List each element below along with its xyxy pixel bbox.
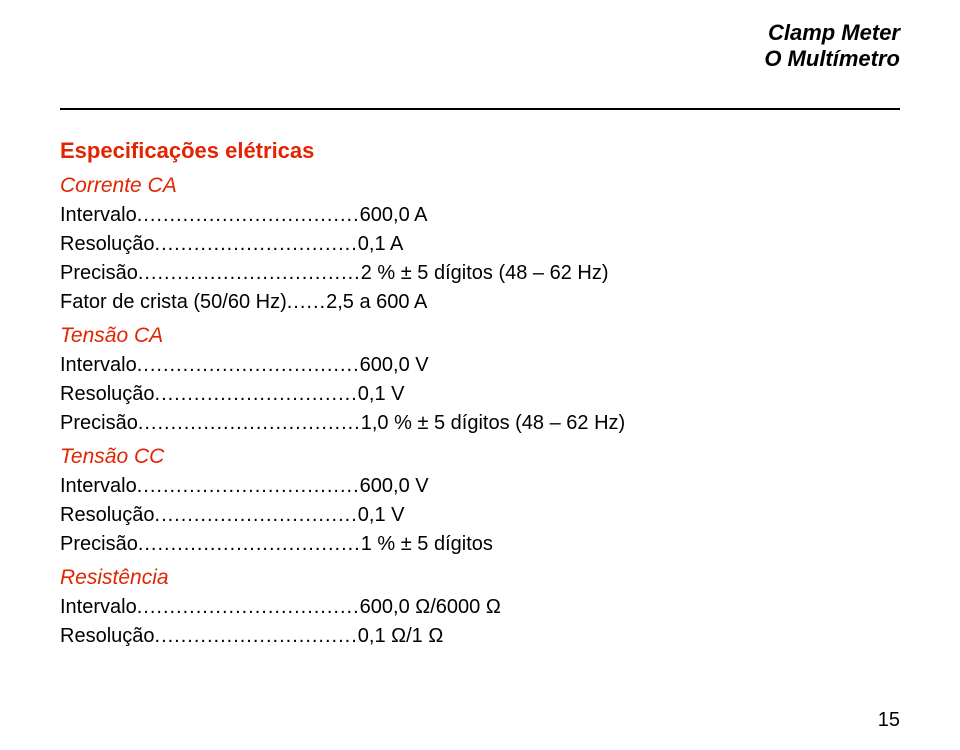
spec-row: Intervalo ..............................… bbox=[60, 596, 900, 619]
spec-dots: .................................. bbox=[137, 596, 360, 619]
spec-value: 600,0 Ω/6000 Ω bbox=[360, 596, 501, 619]
spec-row: Intervalo ..............................… bbox=[60, 475, 900, 498]
spec-row: Precisão ...............................… bbox=[60, 262, 900, 285]
spec-label: Resolução bbox=[60, 233, 155, 256]
spec-value: 0,1 V bbox=[358, 383, 405, 406]
spec-label: Intervalo bbox=[60, 204, 137, 227]
spec-value: 2 % ± 5 dígitos (48 – 62 Hz) bbox=[361, 262, 609, 285]
spec-row: Precisão ...............................… bbox=[60, 533, 900, 556]
group-heading: Tensão CA bbox=[60, 324, 900, 348]
spec-row: Intervalo ..............................… bbox=[60, 354, 900, 377]
spec-value: 0,1 V bbox=[358, 504, 405, 527]
group-heading: Corrente CA bbox=[60, 174, 900, 198]
spec-value: 2,5 a 600 A bbox=[326, 291, 427, 314]
group-heading: Tensão CC bbox=[60, 445, 900, 469]
spec-dots: ...... bbox=[287, 291, 326, 314]
spec-label: Precisão bbox=[60, 412, 138, 435]
spec-dots: ............................... bbox=[155, 504, 358, 527]
spec-row: Precisão ...............................… bbox=[60, 412, 900, 435]
spec-row: Fator de crista (50/60 Hz) ...... 2,5 a … bbox=[60, 291, 900, 314]
header-rule bbox=[60, 108, 900, 110]
spec-label: Intervalo bbox=[60, 596, 137, 619]
spec-label: Intervalo bbox=[60, 475, 137, 498]
spec-value: 0,1 A bbox=[358, 233, 404, 256]
spec-label: Precisão bbox=[60, 262, 138, 285]
spec-label: Resolução bbox=[60, 504, 155, 527]
spec-label: Intervalo bbox=[60, 354, 137, 377]
spec-row: Intervalo ..............................… bbox=[60, 204, 900, 227]
spec-dots: .................................. bbox=[137, 475, 360, 498]
spec-value: 1,0 % ± 5 dígitos (48 – 62 Hz) bbox=[361, 412, 625, 435]
spec-dots: ............................... bbox=[155, 383, 358, 406]
header-line-1: Clamp Meter bbox=[764, 20, 900, 46]
spec-value: 600,0 V bbox=[360, 475, 429, 498]
spec-label: Resolução bbox=[60, 625, 155, 648]
spec-dots: .................................. bbox=[137, 354, 360, 377]
section-title: Especificações elétricas bbox=[60, 138, 900, 164]
spec-dots: .................................. bbox=[138, 533, 361, 556]
spec-dots: ............................... bbox=[155, 625, 358, 648]
spec-row: Resolução ..............................… bbox=[60, 504, 900, 527]
spec-label: Precisão bbox=[60, 533, 138, 556]
spec-label: Fator de crista (50/60 Hz) bbox=[60, 291, 287, 314]
header-line-2: O Multímetro bbox=[764, 46, 900, 72]
spec-label: Resolução bbox=[60, 383, 155, 406]
group-heading: Resistência bbox=[60, 566, 900, 590]
spec-dots: .................................. bbox=[137, 204, 360, 227]
spec-row: Resolução ..............................… bbox=[60, 233, 900, 256]
spec-value: 600,0 V bbox=[360, 354, 429, 377]
page-number: 15 bbox=[878, 709, 900, 732]
spec-row: Resolução ..............................… bbox=[60, 625, 900, 648]
spec-value: 0,1 Ω/1 Ω bbox=[358, 625, 444, 648]
spec-row: Resolução ..............................… bbox=[60, 383, 900, 406]
document-header: Clamp Meter O Multímetro bbox=[764, 20, 900, 73]
spec-dots: .................................. bbox=[138, 412, 361, 435]
spec-dots: .................................. bbox=[138, 262, 361, 285]
spec-dots: ............................... bbox=[155, 233, 358, 256]
spec-value: 1 % ± 5 dígitos bbox=[361, 533, 493, 556]
spec-value: 600,0 A bbox=[360, 204, 428, 227]
